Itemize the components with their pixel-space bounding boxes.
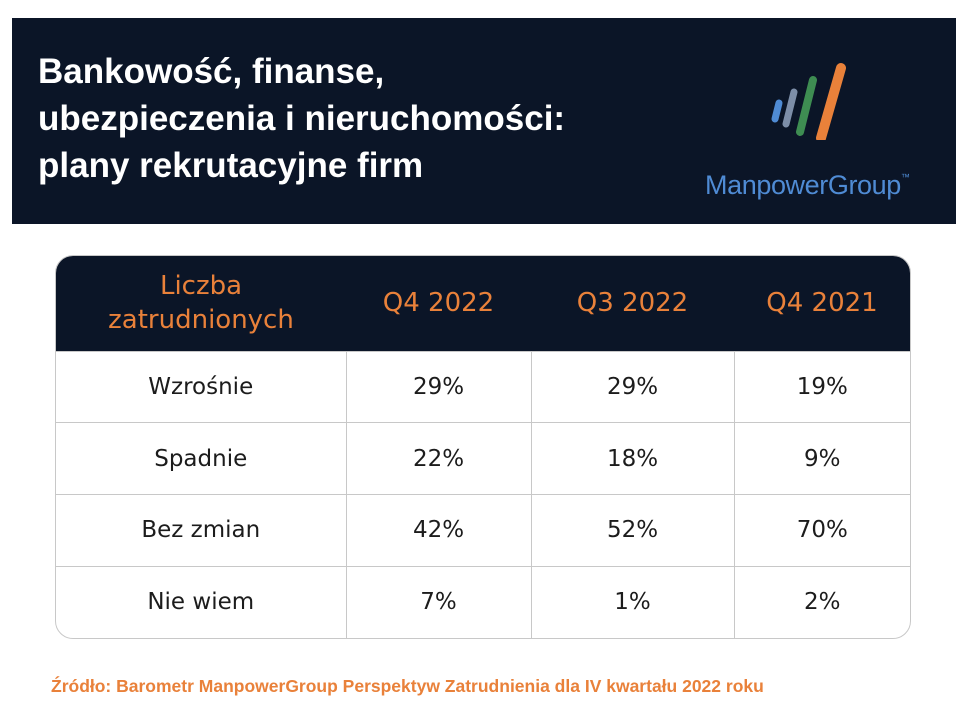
row-header-label-text: Liczba zatrudnionych xyxy=(108,271,294,336)
logo-name: ManpowerGroup xyxy=(705,170,901,200)
logo-stripe-3 xyxy=(796,76,817,136)
table-header-row: Liczba zatrudnionych Q4 2022 Q3 2022 Q4 … xyxy=(56,256,910,351)
table-cell: 9% xyxy=(733,422,910,495)
column-header: Q4 2022 xyxy=(382,288,495,319)
row-label: Wzrośnie xyxy=(56,350,346,423)
table-cell: 42% xyxy=(345,494,531,567)
table-cell: 29% xyxy=(345,350,531,423)
source-note: Źródło: Barometr ManpowerGroup Perspekty… xyxy=(51,676,764,696)
manpowergroup-logo: ManpowerGroup™ xyxy=(693,58,933,208)
table-cell: 70% xyxy=(733,494,910,567)
title-line-3: plany rekrutacyjne firm xyxy=(38,146,424,185)
title-line-1: Bankowość, finanse, xyxy=(38,52,385,91)
row-label: Nie wiem xyxy=(56,565,346,638)
table-row: Bez zmian 42% 52% 70% xyxy=(56,494,910,567)
page-title: Bankowość, finanse, ubezpieczenia i nier… xyxy=(38,48,565,189)
row-header-label: Liczba zatrudnionych xyxy=(56,256,346,351)
data-table-container: Liczba zatrudnionych Q4 2022 Q3 2022 Q4 … xyxy=(55,255,911,639)
table-row: Wzrośnie 29% 29% 19% xyxy=(56,350,910,423)
table-cell: 2% xyxy=(733,565,910,638)
column-header: Q3 2022 xyxy=(576,288,689,319)
table-cell: 22% xyxy=(345,422,531,495)
row-label: Spadnie xyxy=(56,422,346,495)
table-cell: 52% xyxy=(530,494,734,567)
table-cell: 18% xyxy=(530,422,734,495)
table-cell: 7% xyxy=(345,565,531,638)
table-cell: 1% xyxy=(530,565,734,638)
logo-trademark: ™ xyxy=(900,172,910,182)
table-row: Nie wiem 7% 1% 2% xyxy=(56,565,910,638)
title-line-2: ubezpieczenia i nieruchomości: xyxy=(38,99,566,138)
header-banner: Bankowość, finanse, ubezpieczenia i nier… xyxy=(12,18,956,224)
table-cell: 29% xyxy=(530,350,734,423)
logo-stripe-4 xyxy=(816,63,846,140)
column-header: Q4 2021 xyxy=(766,288,878,319)
row-label: Bez zmian xyxy=(56,494,346,567)
logo-wordmark: ManpowerGroup™ xyxy=(705,170,910,201)
logo-stripes-icon xyxy=(771,63,846,140)
table-row: Spadnie 22% 18% 9% xyxy=(56,422,910,495)
logo-stripe-1 xyxy=(771,99,783,123)
table-cell: 19% xyxy=(733,350,910,423)
logo-stripe-2 xyxy=(782,88,798,128)
data-table: Liczba zatrudnionych Q4 2022 Q3 2022 Q4 … xyxy=(56,256,910,638)
